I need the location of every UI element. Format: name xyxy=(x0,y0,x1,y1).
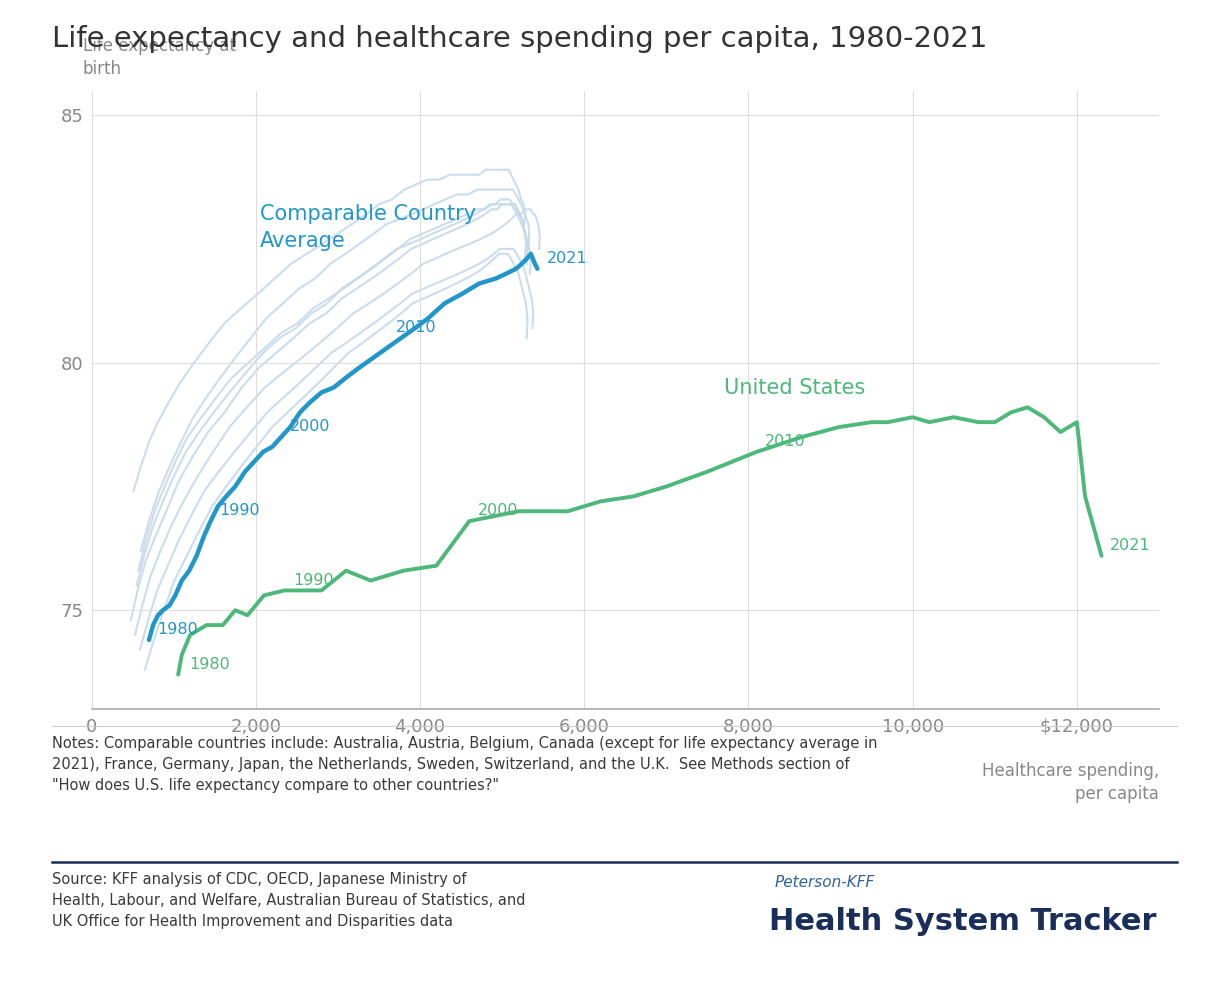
Text: 1990: 1990 xyxy=(293,572,333,588)
Text: 1990: 1990 xyxy=(218,503,260,518)
Text: 2000: 2000 xyxy=(477,503,518,518)
Text: 2021: 2021 xyxy=(547,250,588,266)
Text: Source: KFF analysis of CDC, OECD, Japanese Ministry of
Health, Labour, and Welf: Source: KFF analysis of CDC, OECD, Japan… xyxy=(52,872,526,930)
Text: Health System Tracker: Health System Tracker xyxy=(769,907,1157,937)
Text: Notes: Comparable countries include: Australia, Austria, Belgium, Canada (except: Notes: Comparable countries include: Aus… xyxy=(52,736,878,794)
Text: 1980: 1980 xyxy=(157,622,198,637)
Text: 1980: 1980 xyxy=(189,657,231,672)
Text: Life expectancy at
birth: Life expectancy at birth xyxy=(83,36,235,78)
Text: 2010: 2010 xyxy=(395,320,436,335)
Text: 2021: 2021 xyxy=(1110,538,1150,553)
Text: Life expectancy and healthcare spending per capita, 1980-2021: Life expectancy and healthcare spending … xyxy=(52,25,988,53)
Text: 2010: 2010 xyxy=(765,434,805,449)
Text: Peterson-KFF: Peterson-KFF xyxy=(775,875,875,890)
Text: Healthcare spending,
per capita: Healthcare spending, per capita xyxy=(982,762,1159,804)
Text: 2000: 2000 xyxy=(289,420,331,435)
Text: Comparable Country
Average: Comparable Country Average xyxy=(260,204,476,250)
Text: United States: United States xyxy=(723,377,865,397)
